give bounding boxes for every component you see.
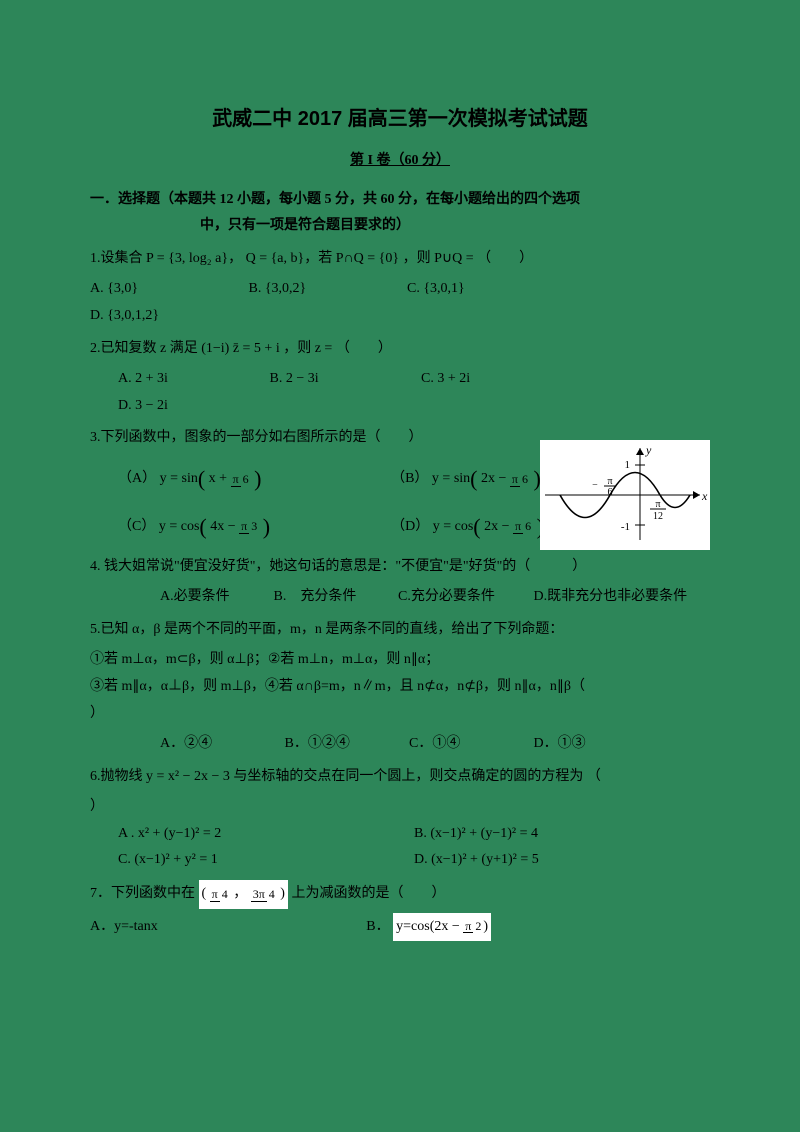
q4-opt-a: A.必要条件 (160, 584, 270, 611)
q6-opt-b: B. (x−1)² + (y−1)² = 4 (414, 821, 710, 848)
exam-title: 武威二中 2017 届高三第一次模拟考试试题 (90, 100, 710, 138)
q5-opt-b: B．①②④ (285, 731, 406, 758)
q5-opt-a: A．②④ (160, 731, 281, 758)
q6-opt-c: C. (x−1)² + y² = 1 (118, 847, 414, 874)
q5-opt-d: D．①③ (534, 731, 655, 758)
exam-subtitle: 第 I 卷（60 分） (90, 148, 710, 175)
q3-opt-d-pre: （D） y = cos (391, 519, 473, 534)
svg-text:π: π (655, 499, 660, 510)
q5-line3: ） (90, 701, 710, 728)
q6-stem2: ） (90, 794, 710, 821)
svg-text:π: π (607, 476, 612, 487)
q1-opt-c: C. {3,0,1} (407, 276, 562, 303)
q1-stem: 1.设集合 P = {3, log₂ a}， Q = {a, b}，若 P∩Q … (90, 246, 710, 273)
q6-opt-d: D. (x−1)² + (y+1)² = 5 (414, 847, 710, 874)
q4-options: A.必要条件 B. 充分条件 C.充分必要条件 D.既非充分也非必要条件 (160, 584, 710, 611)
q3-opt-a-pre: （A） y = sin (118, 471, 198, 486)
q3-opt-c-pre: （C） y = cos (118, 519, 199, 534)
q3-opt-b-pre: （B） y = sin (391, 471, 470, 486)
q2-opt-b: B. 2 − 3i (270, 366, 418, 393)
q7-options: A．y=-tanx B． y=cos(2x − π2) (90, 913, 710, 942)
svg-text:12: 12 (653, 511, 663, 522)
q2-options: A. 2 + 3i B. 2 − 3i C. 3 + 2i D. 3 − 2i (118, 366, 710, 419)
section-line1: 一．选择题（本题共 12 小题，每小题 5 分，共 60 分，在每小题给出的四个… (90, 192, 580, 207)
q2-opt-d: D. 3 − 2i (118, 393, 266, 420)
q7-stem-b: 上为减函数的是（ ） (291, 886, 445, 901)
q1-options: A. {3,0} B. {3,0,2} C. {3,0,1} D. {3,0,1… (90, 276, 710, 329)
q7-opt-b: B． y=cos(2x − π2) (366, 913, 491, 942)
q2-stem: 2.已知复数 z 满足 (1−i) z̄ = 5 + i ，则 z = （ ） (90, 336, 710, 363)
svg-text:6: 6 (608, 487, 613, 498)
svg-text:y: y (645, 443, 652, 457)
q6-stem: 6.抛物线 y = x² − 2x − 3 与坐标轴的交点在同一个圆上，则交点确… (90, 764, 710, 791)
q6-row2: C. (x−1)² + y² = 1 D. (x−1)² + (y+1)² = … (118, 847, 710, 874)
q7-stem-a: 7．下列函数中在 (90, 886, 199, 901)
q1-opt-a: A. {3,0} (90, 276, 245, 303)
q7-opt-b-eq: y=cos(2x − π2) (393, 913, 491, 942)
section-header: 一．选择题（本题共 12 小题，每小题 5 分，共 60 分，在每小题给出的四个… (90, 187, 710, 240)
q4-opt-b: B. 充分条件 (274, 584, 395, 611)
q2-opt-a: A. 2 + 3i (118, 366, 266, 393)
q5-line2: ③若 m∥α，α⊥β，则 m⊥β，④若 α∩β=m，n∥m，且 n⊄α，n⊄β，… (90, 674, 710, 701)
q6-opt-a: A . x² + (y−1)² = 2 (118, 821, 414, 848)
q5-line1: ①若 m⊥α，m⊂β，则 α⊥β；②若 m⊥n，m⊥α，则 n∥α； (90, 647, 710, 674)
q3-graph: 1 -1 − π 6 π 12 x y (540, 440, 710, 550)
svg-text:-1: -1 (621, 521, 630, 533)
q7-interval: ( π4 ， 3π4 ) (199, 880, 288, 909)
q5-options: A．②④ B．①②④ C．①④ D．①③ (160, 731, 710, 758)
q1-opt-d: D. {3,0,1,2} (90, 303, 245, 330)
q5-opt-c: C．①④ (409, 731, 530, 758)
q7-stem: 7．下列函数中在 ( π4 ， 3π4 ) 上为减函数的是（ ） (90, 880, 710, 909)
q7-opt-a: A．y=-tanx (90, 914, 363, 941)
q1-opt-b: B. {3,0,2} (249, 276, 404, 303)
q6-row1: A . x² + (y−1)² = 2 B. (x−1)² + (y−1)² =… (118, 821, 710, 848)
q5-stem: 5.已知 α，β 是两个不同的平面，m，n 是两条不同的直线，给出了下列命题： (90, 617, 710, 644)
q4-opt-c: C.充分必要条件 (398, 584, 530, 611)
q4-stem: 4. 钱大姐常说"便宜没好货"，她这句话的意思是："不便宜"是"好货"的（ ） (90, 554, 710, 581)
q4-opt-d: D.既非充分也非必要条件 (534, 584, 710, 611)
svg-text:−: − (592, 480, 598, 491)
q7-opt-b-pre: B． (366, 914, 389, 941)
svg-text:x: x (701, 489, 708, 503)
svg-text:1: 1 (625, 459, 631, 471)
section-line2: 中，只有一项是符合题目要求的） (200, 213, 710, 240)
q2-opt-c: C. 3 + 2i (421, 366, 569, 393)
